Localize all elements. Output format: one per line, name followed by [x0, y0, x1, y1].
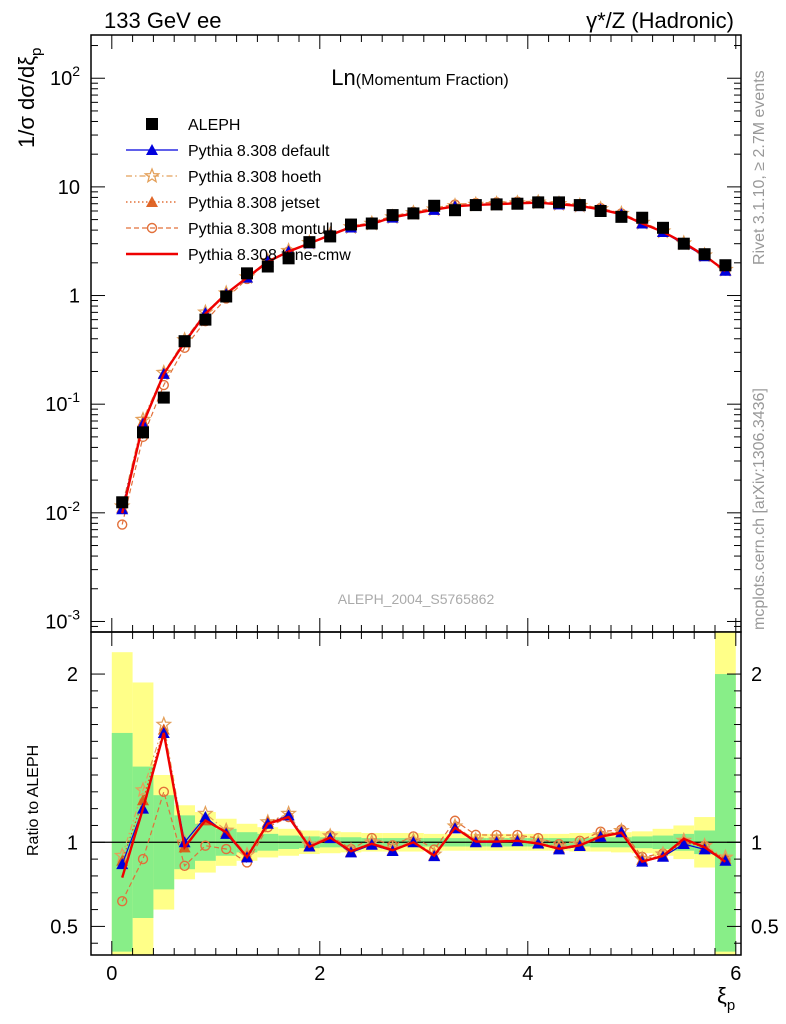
data-point-aleph [241, 267, 253, 280]
ratio-tick-label-left: 2 [67, 664, 78, 686]
data-point-aleph [615, 210, 628, 223]
ratio-point-pythia-8-308-montull [220, 843, 232, 855]
x-tick-label: 4 [522, 963, 533, 985]
data-point-aleph [303, 236, 316, 249]
data-point-aleph [116, 496, 129, 509]
data-point-aleph [553, 196, 565, 209]
x-tick-label: 0 [106, 963, 117, 985]
ratio-point-pythia-8-308-default [698, 843, 711, 855]
data-point-aleph [449, 204, 461, 217]
x-axis-label: ξ [717, 983, 727, 1008]
data-point-aleph [719, 259, 732, 272]
plot-title-sub: (Momentum Fraction) [356, 72, 509, 89]
data-point-aleph [345, 218, 357, 231]
x-tick-label: 6 [730, 963, 741, 985]
y-tick-label: 1 [69, 286, 80, 308]
data-point-aleph [178, 335, 191, 348]
main-y-axis-title: 1/σ dσ/dξp [14, 48, 45, 148]
ratio-point-pythia-8-308-montull [158, 786, 170, 798]
data-point-aleph [220, 290, 233, 303]
ratio-tick-label-left: 0.5 [50, 916, 78, 938]
legend-marker-pythia-8-308-jetset [146, 196, 158, 207]
y-tick-label: 10 [58, 177, 80, 199]
ratio-panel-frame [90, 631, 742, 956]
data-point-aleph [324, 230, 337, 243]
x-axis-subscript: p [727, 997, 735, 1014]
data-point-aleph [573, 199, 586, 212]
data-point-aleph [532, 196, 545, 209]
legend-marker-pythia-8-308-hoeth [143, 167, 161, 184]
data-point-aleph [407, 207, 420, 220]
legend-label-pythia-8-308-default: Pythia 8.308 default [188, 143, 330, 160]
legend: ALEPH Pythia 8.308 default Pythia 8.308 ho… [126, 117, 351, 264]
data-point-aleph [261, 260, 274, 273]
data-point-aleph [469, 199, 482, 212]
header-left: 133 GeV ee [104, 8, 221, 33]
legend-label-aleph: ALEPH [188, 117, 240, 134]
mcplots-label: mcplots.cern.ch [arXiv:1306.3436] [751, 388, 768, 630]
data-point-aleph [137, 426, 149, 439]
ratio-point-pythia-8-308-default [199, 811, 212, 823]
ratio-point-pythia-8-308-montull [179, 860, 190, 872]
uncertainty-band-inner [715, 674, 736, 952]
ratio-point-pythia-8-308-default [677, 837, 690, 849]
ratio-tick-label-right: 2 [751, 664, 762, 686]
ratio-point-pythia-8-308-montull [200, 840, 211, 851]
rivet-version-label: Rivet 3.1.10, ≥ 2.7M events [751, 70, 768, 265]
ratio-panel: 0 2 4 6 0.5 0.5 1 1 2 2 [50, 631, 779, 985]
header-right: γ*/Z (Hadronic) [586, 8, 734, 33]
data-point-aleph [698, 248, 711, 261]
legend-marker-aleph [146, 118, 158, 130]
data-point-aleph [594, 204, 607, 217]
y-tick-label: 10-3 [45, 606, 80, 633]
ratio-point-pythia-8-308-default [719, 854, 732, 866]
ratio-tick-label-right: 0.5 [751, 916, 779, 938]
data-point-aleph [365, 217, 378, 230]
legend-label-pythia-8-308-montull: Pythia 8.308 montull [188, 221, 333, 238]
x-tick-label: 2 [314, 963, 325, 985]
main-panel: ALEPH_2004_S5765862 10-3 10-2 10-1 1 10 102 L… [45, 34, 742, 633]
data-point-aleph [677, 237, 690, 250]
legend-label-pythia-8-308-tune-cmw: Pythia 8.308 tune-cmw [188, 247, 351, 264]
y-tick-label: 10-2 [45, 498, 80, 525]
series-point-pythia-8-308-montull [116, 519, 128, 530]
ratio-tick-label-left: 1 [67, 832, 78, 854]
data-point-aleph [636, 211, 649, 224]
y-axis-label: 1/σ dσ/dξ [14, 56, 39, 148]
ratio-y-axis-title: Ratio to ALEPH [25, 745, 42, 856]
data-point-aleph [386, 209, 399, 222]
svg-text:1/σ dσ/dξp: 1/σ dσ/dξp [14, 48, 45, 148]
legend-label-pythia-8-308-jetset: Pythia 8.308 jetset [188, 195, 320, 212]
ratio-tick-label-right: 1 [751, 832, 762, 854]
ratio-point-pythia-8-308-montull [116, 895, 128, 907]
legend-marker-pythia-8-308-default [146, 144, 158, 155]
data-point-aleph [282, 252, 295, 265]
analysis-watermark: ALEPH_2004_S5765862 [338, 591, 495, 607]
ratio-point-pythia-8-308-montull [137, 853, 149, 865]
y-tick-label: 10-1 [45, 389, 80, 416]
ratio-point-pythia-8-308-default [157, 726, 170, 738]
data-point-aleph [199, 313, 212, 326]
data-point-aleph [657, 221, 669, 234]
ratio-line-pythia-8-308-tune-cmw [121, 732, 727, 878]
y-tick-label: 102 [50, 63, 80, 90]
legend-marker-pythia-8-308-montull [146, 222, 158, 234]
x-axis-title: ξp [717, 983, 735, 1014]
ratio-point-pythia-8-308-jetset [137, 794, 149, 806]
data-point-aleph [157, 391, 170, 404]
y-axis-subscript: p [28, 48, 45, 56]
plot-title-main: Ln [331, 65, 355, 90]
data-point-aleph [428, 199, 441, 212]
legend-label-pythia-8-308-hoeth: Pythia 8.308 hoeth [188, 169, 321, 186]
data-point-aleph [490, 198, 503, 211]
plot-title: Ln(Momentum Fraction) [331, 65, 508, 90]
data-point-aleph [511, 197, 524, 210]
